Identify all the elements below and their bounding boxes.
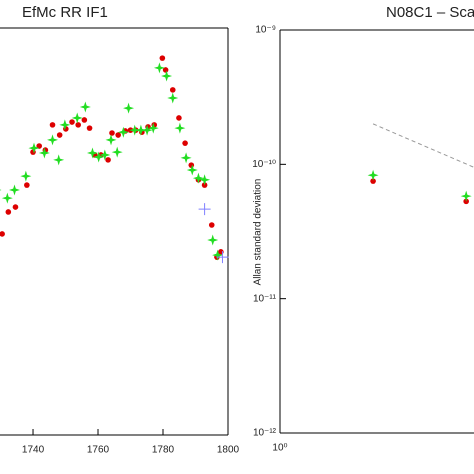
data-point: [212, 249, 224, 261]
data-point: [86, 125, 93, 131]
data-point: [81, 117, 88, 123]
data-point: [141, 124, 153, 136]
data-point: [162, 67, 169, 73]
data-point: [147, 122, 159, 134]
chart-title: N08C1 – Sca: [386, 4, 474, 21]
x-tick-label: 10⁰: [272, 443, 287, 454]
data-point: [109, 130, 115, 136]
data-point: [117, 126, 129, 138]
data-point: [8, 184, 20, 196]
y-axis-label: Allan standard deviation: [253, 179, 264, 286]
data-point: [56, 132, 63, 138]
data-point: [0, 189, 2, 191]
data-point: [153, 62, 165, 74]
plot-frame: [0, 27, 229, 436]
data-point: [93, 151, 105, 163]
data-point: [12, 204, 19, 210]
data-point: [5, 209, 12, 215]
data-point: [20, 170, 32, 182]
data-point: [105, 157, 111, 163]
data-point: [198, 203, 211, 216]
data-point: [169, 87, 176, 93]
data-point: [192, 172, 204, 184]
trend-line: [372, 123, 474, 168]
data-point: [174, 122, 186, 134]
data-point: [135, 124, 147, 136]
data-point: [207, 234, 219, 246]
data-point: [208, 222, 215, 228]
data-point: [69, 119, 75, 125]
data-point: [99, 149, 111, 161]
y-tick-label: 10⁻¹²: [253, 428, 277, 439]
data-point: [53, 154, 65, 166]
data-point: [199, 174, 211, 186]
x-tick-label: 1800: [217, 445, 240, 456]
data-point: [24, 182, 30, 188]
data-point: [59, 119, 71, 131]
data-point: [75, 122, 81, 128]
data-point: [71, 112, 83, 124]
data-point: [161, 70, 173, 82]
data-point: [370, 178, 376, 184]
x-tick-label: 1740: [22, 445, 45, 456]
data-point: [28, 142, 40, 154]
data-point: [186, 164, 198, 176]
data-point: [167, 92, 179, 104]
data-point: [182, 140, 188, 146]
data-point: [159, 55, 166, 61]
data-point: [180, 152, 192, 164]
data-point: [49, 122, 56, 128]
x-tick-label: 1780: [152, 445, 175, 456]
y-tick-label: 10⁻¹⁰: [252, 159, 276, 170]
y-tick-label: 10⁻¹¹: [253, 293, 277, 304]
data-point: [367, 169, 379, 181]
data-point: [176, 115, 182, 121]
data-point: [123, 102, 135, 114]
data-point: [47, 134, 59, 146]
chart-title: EfMc RR IF1: [22, 4, 108, 21]
plot-frame: [279, 29, 474, 434]
data-point: [105, 134, 117, 146]
data-point: [188, 162, 195, 168]
data-point: [0, 231, 5, 237]
data-point: [111, 146, 123, 158]
y-tick-label: 10⁻⁹: [255, 25, 276, 36]
data-point: [38, 147, 50, 159]
data-point: [129, 124, 141, 136]
data-point: [79, 101, 91, 113]
data-point: [216, 251, 229, 264]
data-point: [460, 190, 472, 202]
data-point: [115, 132, 121, 138]
x-tick-label: 1760: [87, 445, 110, 456]
data-point: [86, 147, 98, 159]
data-point: [36, 143, 42, 149]
data-point: [1, 192, 13, 204]
